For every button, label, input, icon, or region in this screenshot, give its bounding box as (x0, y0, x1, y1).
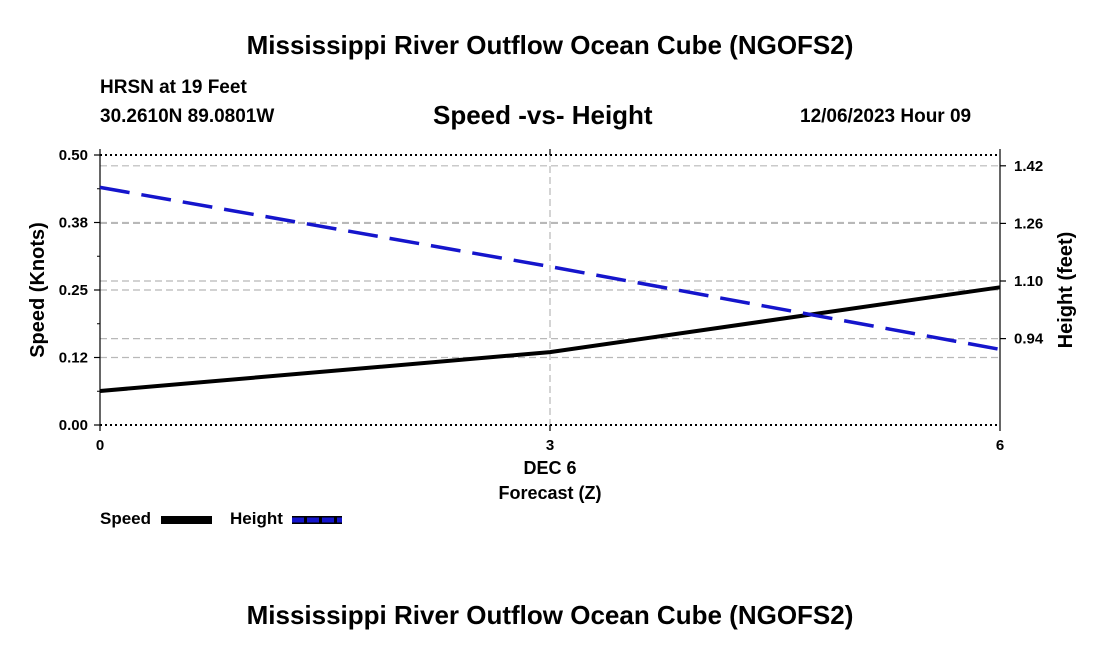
station-label: HRSN at 19 Feet (100, 77, 247, 98)
legend-label-height: Height (230, 509, 283, 528)
coordinates-label: 30.2610N 89.0801W (100, 106, 275, 127)
left-tick-label: 0.50 (59, 147, 88, 164)
x-tick-label: 3 (546, 437, 554, 454)
right-tick-label: 1.26 (1014, 215, 1043, 232)
y-axis-label-right: Height (feet) (1055, 232, 1077, 349)
x-date-label: DEC 6 (523, 458, 577, 478)
right-tick-label: 0.94 (1014, 331, 1044, 348)
right-tick-label: 1.10 (1014, 273, 1043, 290)
x-tick-label: 6 (996, 437, 1004, 454)
chart-subtitle: Speed -vs- Height (433, 100, 653, 130)
x-tick-label: 0 (96, 437, 104, 454)
legend-label-speed: Speed (100, 509, 152, 528)
series-line-height (99, 185, 1001, 352)
left-tick-label: 0.12 (59, 350, 88, 367)
date-label: 12/06/2023 Hour 09 (800, 106, 972, 127)
y-axis-label-left: Speed (Knots) (27, 222, 49, 358)
left-tick-label: 0.25 (59, 282, 88, 299)
left-tick-label: 0.38 (59, 215, 88, 232)
x-axis-label: Forecast (Z) (498, 483, 602, 503)
left-tick-label: 0.00 (59, 417, 88, 434)
right-tick-label: 1.42 (1014, 158, 1043, 175)
chart-title-top: Mississippi River Outflow Ocean Cube (NG… (246, 30, 854, 60)
chart-title-bottom: Mississippi River Outflow Ocean Cube (NG… (246, 600, 854, 630)
